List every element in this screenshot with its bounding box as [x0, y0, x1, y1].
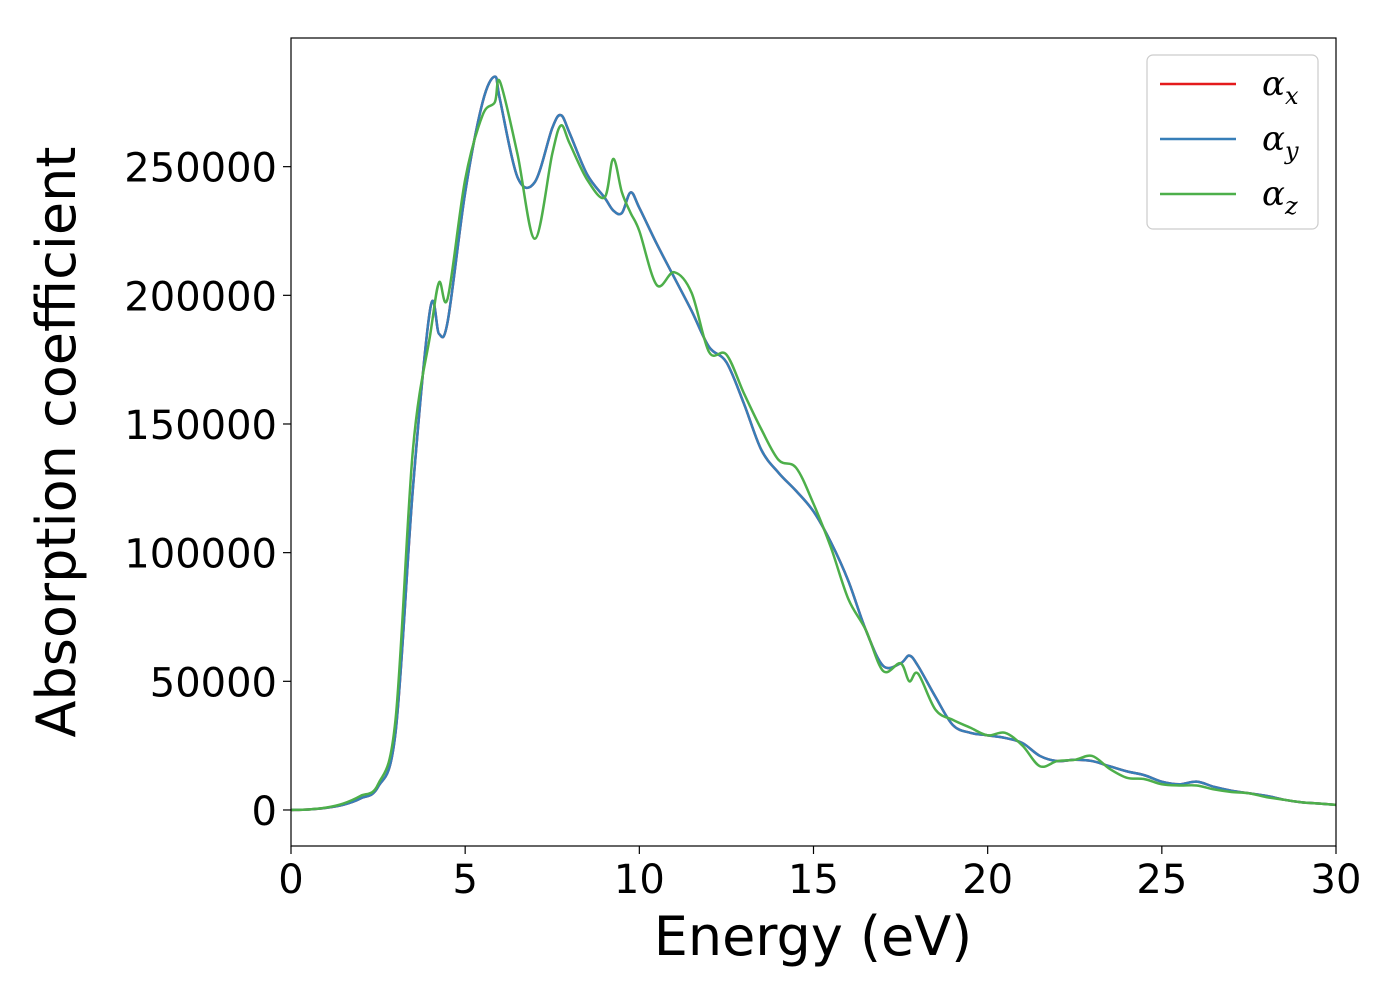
legend-label-x: αx: [1262, 64, 1299, 110]
y-axis-ticks: 0 50000 100000 150000 200000 250000: [124, 146, 291, 835]
x-axis-ticks: 0 5 10 15 20 25 30: [278, 846, 1361, 903]
x-tick-label: 25: [1136, 857, 1187, 903]
legend-label-y: αy: [1262, 119, 1299, 165]
y-tick-label: 150000: [124, 403, 277, 449]
y-axis-label: Absorption coefficient: [25, 147, 88, 738]
series-lines: [290, 75, 1337, 812]
y-tick-label: 0: [252, 789, 277, 835]
x-tick-label: 15: [788, 857, 839, 903]
legend-box: [1146, 54, 1319, 230]
x-tick-label: 0: [278, 857, 303, 903]
y-tick-label: 250000: [124, 146, 277, 192]
y-tick-label: 50000: [150, 660, 277, 706]
series-line-z: [290, 78, 1337, 812]
x-tick-label: 10: [614, 857, 665, 903]
x-tick-label: 5: [452, 857, 477, 903]
legend: αx αy αz: [1146, 54, 1319, 230]
y-tick-label: 200000: [124, 274, 277, 320]
series-line-y: [290, 75, 1337, 812]
x-axis-label: Energy (eV): [654, 905, 973, 968]
legend-label-z: αz: [1262, 174, 1298, 220]
x-tick-label: 20: [962, 857, 1013, 903]
y-tick-label: 100000: [124, 532, 277, 578]
x-tick-label: 30: [1311, 857, 1362, 903]
